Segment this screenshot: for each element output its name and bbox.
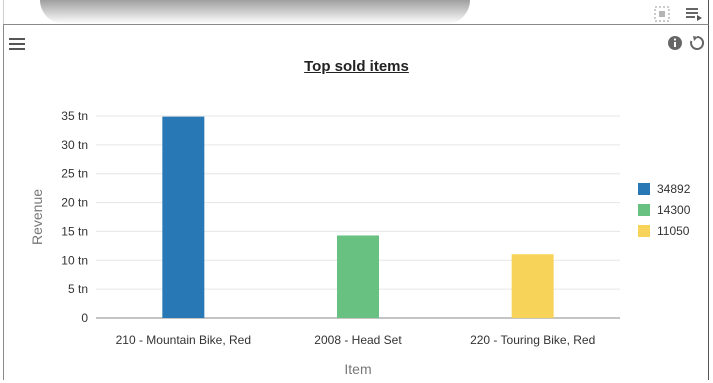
top-shadow [40, 0, 470, 24]
info-icon[interactable] [667, 35, 683, 51]
chart-legend: 34892 14300 11050 [638, 179, 690, 242]
bar[interactable] [162, 116, 205, 318]
legend-swatch [638, 225, 650, 237]
legend-item[interactable]: 11050 [638, 221, 690, 241]
legend-item[interactable]: 34892 [638, 179, 690, 199]
widget-header-bar [3, 0, 709, 24]
x-axis-title: Item [344, 361, 371, 377]
x-tick-label: 210 - Mountain Bike, Red [116, 333, 251, 347]
y-axis-title: Revenue [29, 189, 45, 245]
legend-label: 11050 [657, 224, 690, 238]
legend-item[interactable]: 14300 [638, 200, 690, 220]
x-tick-label: 2008 - Head Set [314, 333, 402, 347]
y-tick-label: 35 tn [61, 109, 88, 123]
y-tick-label: 10 tn [61, 253, 88, 267]
refresh-icon[interactable] [688, 34, 706, 52]
bar[interactable] [511, 254, 554, 318]
y-tick-label: 15 tn [61, 224, 88, 238]
bar[interactable] [337, 235, 379, 318]
menu-icon[interactable] [9, 38, 25, 50]
expand-icon[interactable] [653, 5, 671, 23]
y-tick-label: 25 tn [61, 167, 88, 181]
legend-label: 14300 [657, 203, 691, 217]
y-tick-label: 30 tn [61, 138, 88, 152]
export-icon[interactable] [685, 5, 703, 23]
x-tick-label: 220 - Touring Bike, Red [470, 333, 595, 347]
y-tick-label: 20 tn [61, 196, 88, 210]
legend-label: 34892 [657, 182, 691, 196]
chart-widget-panel [3, 24, 709, 380]
legend-swatch [638, 183, 650, 195]
y-tick-label: 5 tn [68, 282, 88, 296]
legend-swatch [638, 204, 650, 216]
chart-title: Top sold items [304, 58, 409, 75]
y-tick-label: 0 [81, 311, 88, 325]
